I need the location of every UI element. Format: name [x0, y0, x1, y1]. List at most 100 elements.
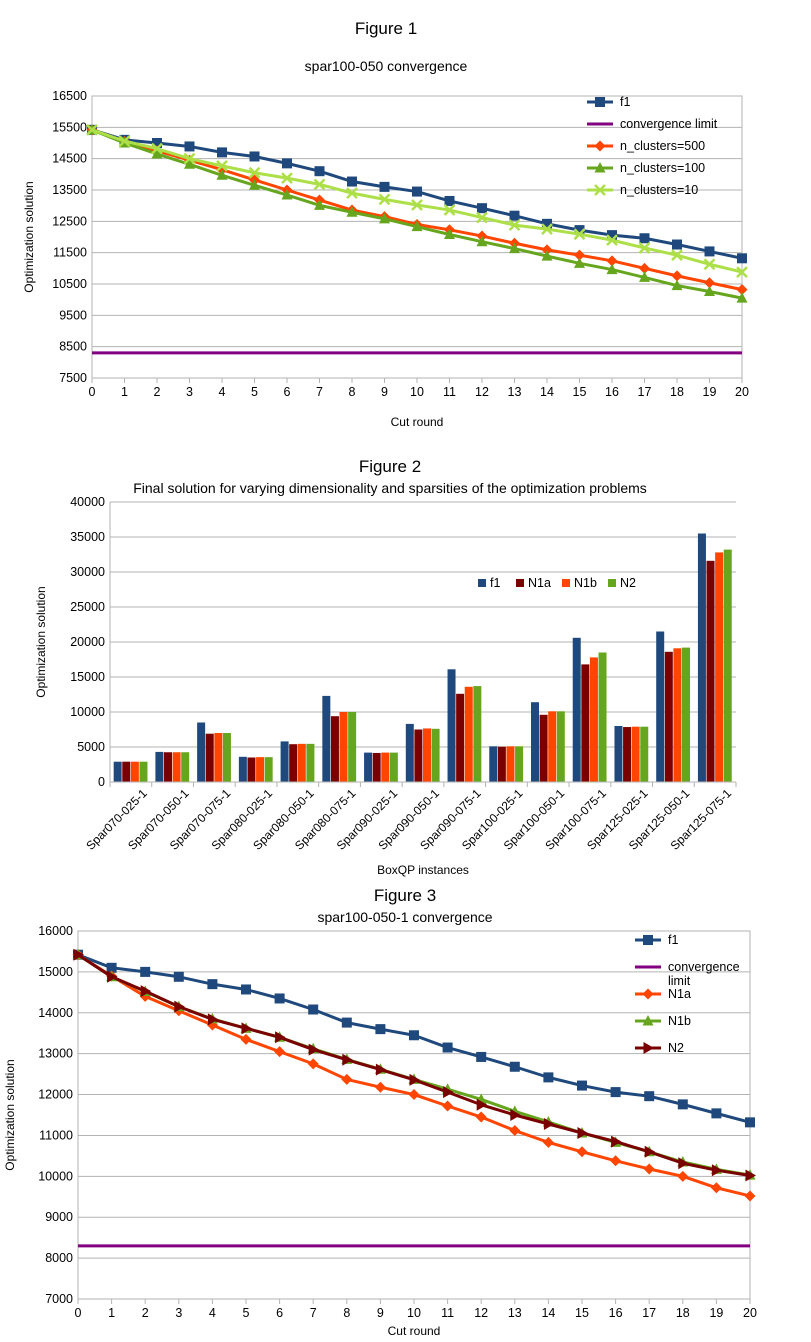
- data-point: [217, 147, 227, 158]
- data-point: [736, 284, 748, 296]
- data-point: [241, 1022, 252, 1035]
- y-tick-label: 40000: [70, 495, 105, 509]
- bar-n1a: [664, 651, 673, 782]
- x-tick-label: 10: [407, 1306, 421, 1320]
- data-point: [508, 219, 521, 231]
- data-point: [610, 1087, 621, 1098]
- bar-n1b: [631, 726, 640, 782]
- y-tick-label: 14000: [38, 1006, 73, 1020]
- data-point: [151, 147, 163, 159]
- data-point: [346, 206, 358, 217]
- x-tick-label: 17: [642, 1306, 656, 1320]
- data-point: [541, 250, 553, 261]
- bar-n1b: [589, 657, 598, 782]
- bar-n1a: [205, 733, 214, 782]
- data-point: [314, 166, 325, 177]
- data-point: [307, 1058, 319, 1070]
- data-point: [476, 1051, 487, 1062]
- legend-swatch: [516, 579, 524, 587]
- data-point: [443, 1086, 454, 1099]
- legend-label: N1a: [528, 576, 551, 590]
- bar-n1a: [289, 744, 298, 782]
- bar-n1a: [539, 714, 548, 782]
- data-point: [737, 253, 747, 264]
- legend-label: N1b: [668, 1014, 691, 1028]
- x-tick-label: 20: [735, 385, 749, 399]
- x-tick-label: 2: [142, 1306, 149, 1320]
- data-point: [281, 189, 293, 200]
- x-tick-label: 11: [443, 385, 456, 399]
- data-point: [107, 970, 118, 983]
- x-tick-label: 4: [219, 385, 226, 399]
- data-point: [442, 1100, 454, 1112]
- bar-n2: [181, 752, 190, 782]
- data-point: [677, 1170, 689, 1182]
- legend-label: n_clusters=100: [620, 161, 705, 175]
- series-n1b: [72, 948, 756, 1180]
- y-tick-label: 11000: [39, 1128, 73, 1142]
- data-point: [610, 1155, 622, 1167]
- bar-f1: [572, 637, 581, 782]
- data-point: [206, 1019, 218, 1031]
- bar-f1: [405, 723, 414, 782]
- bar-n2: [515, 746, 524, 782]
- legend-label: N1b: [574, 576, 597, 590]
- data-point: [174, 1000, 185, 1013]
- figure-1-chart: Figure 1 spar100-050 convergence 7500 8500 9…: [22, 19, 749, 429]
- data-point: [607, 230, 617, 241]
- y-tick-label: 0: [98, 775, 105, 789]
- legend-label: N2: [668, 1041, 684, 1055]
- bar-n1b: [506, 746, 515, 782]
- bar-f1: [155, 751, 164, 782]
- data-point: [711, 1164, 723, 1177]
- data-point: [638, 242, 651, 254]
- x-tick-label: 6: [276, 1306, 283, 1320]
- y-tick-label: 30000: [70, 565, 105, 579]
- data-point: [241, 984, 251, 995]
- data-point: [509, 1125, 521, 1137]
- legend-marker: [643, 935, 653, 945]
- data-point: [274, 993, 285, 1004]
- bar-f1: [447, 669, 456, 782]
- bar-n2: [556, 711, 565, 782]
- data-point: [216, 159, 228, 172]
- data-point: [118, 135, 131, 148]
- bar-n1b: [130, 761, 139, 782]
- legend-label: n_clusters=10: [620, 183, 698, 197]
- data-point: [151, 142, 163, 155]
- bar-f1: [656, 631, 665, 782]
- data-point: [643, 1163, 655, 1175]
- x-tick-label: 3: [175, 1306, 182, 1320]
- data-point: [475, 1111, 487, 1123]
- data-point: [606, 234, 618, 247]
- x-tick-label: 7: [316, 385, 323, 399]
- data-point: [574, 225, 585, 236]
- legend: f1 N1a N1b N2: [478, 576, 636, 590]
- data-point: [710, 1182, 722, 1194]
- figure-3-chart: Figure 3 spar100-050-1 convergence 7000 800…: [3, 886, 757, 1338]
- bar-f1: [364, 752, 373, 782]
- data-point: [282, 158, 292, 169]
- y-tick-label: 25000: [70, 600, 105, 614]
- figure-label: Figure 2: [359, 457, 421, 476]
- x-tick-label: 3: [186, 385, 193, 399]
- y-tick-label: 16500: [52, 89, 87, 103]
- legend-marker: [594, 140, 606, 152]
- y-tick-label: 15000: [70, 670, 105, 684]
- data-point: [274, 1046, 286, 1058]
- bar-f1: [280, 741, 289, 782]
- bar-f1: [697, 533, 706, 782]
- y-tick-label: 20000: [70, 635, 105, 649]
- bar-n2: [473, 686, 482, 782]
- data-point: [379, 212, 390, 224]
- legend-label: f1: [490, 576, 500, 590]
- legend-marker: [642, 988, 654, 1000]
- data-point: [314, 199, 325, 210]
- legend-marker: [595, 97, 605, 107]
- data-point: [644, 1145, 656, 1158]
- bar-n1a: [623, 727, 632, 782]
- data-point: [408, 1089, 420, 1101]
- data-point: [275, 1031, 286, 1044]
- data-point: [611, 1135, 622, 1148]
